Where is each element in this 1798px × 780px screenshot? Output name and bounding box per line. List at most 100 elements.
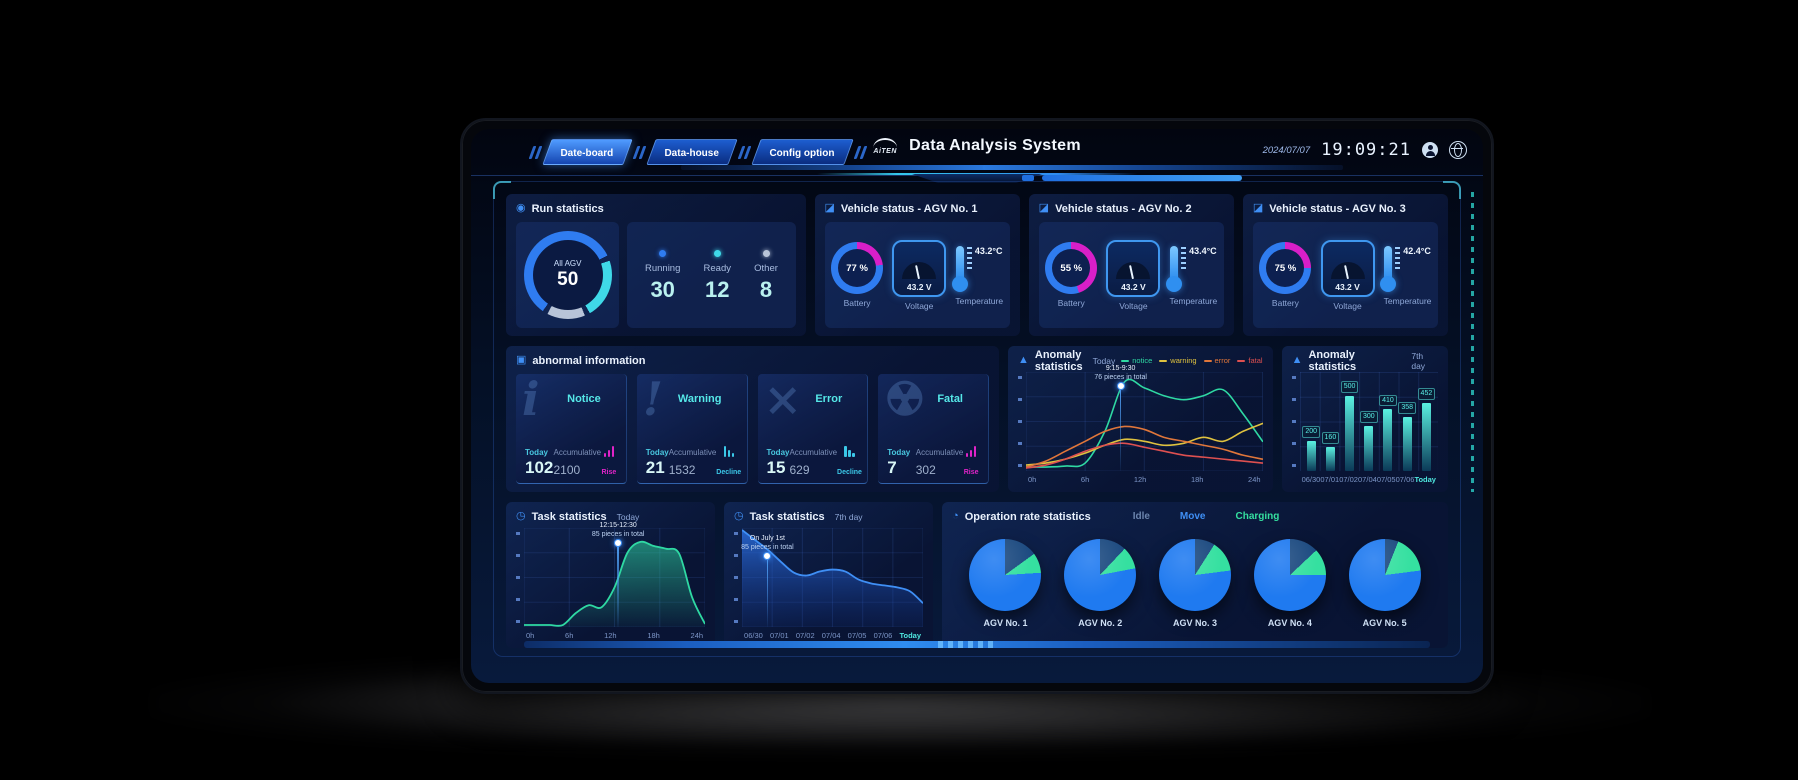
header-notch xyxy=(912,174,1042,183)
task-area-chart: On July 1st 85 pieces in total xyxy=(741,528,924,627)
trend-label: Rise xyxy=(601,469,617,476)
today-label: Today xyxy=(525,448,548,457)
bar xyxy=(1345,395,1355,471)
gauge-value: 50 xyxy=(557,269,579,290)
bar-value-label: 410 xyxy=(1379,394,1397,407)
pie-item: AGV No. 3 xyxy=(1159,538,1232,628)
pie-item: AGV No. 2 xyxy=(1064,538,1137,628)
date-text: 2024/07/07 xyxy=(1262,144,1311,156)
battery-gauge: 55 % Battery xyxy=(1045,242,1098,308)
x-axis-label: 07/02 xyxy=(795,631,815,640)
tab-data-house[interactable]: Data-house xyxy=(646,139,738,165)
pie-chart[interactable] xyxy=(1159,538,1232,611)
panel-task-statistics-7day: ◷ Task statistics 7th day On July 1st 85 … xyxy=(724,502,934,648)
page-title: Data Analysis System xyxy=(909,137,1081,154)
thermometer-icon xyxy=(1380,246,1397,292)
thermometer-icon xyxy=(1166,246,1183,292)
temperature-value: 43.2°C xyxy=(974,246,1003,256)
legend-item[interactable]: warning xyxy=(1159,356,1197,365)
battery-gauge: 77 % Battery xyxy=(831,242,884,308)
accumulative-value: 1532 xyxy=(668,463,696,477)
abnormal-info-icon: ▣ xyxy=(516,354,527,366)
panel-title: Task statistics xyxy=(749,510,825,523)
legend-item[interactable]: error xyxy=(1203,356,1230,365)
panel-run-statistics: ◉ Run statistics All AGV 50 xyxy=(506,194,806,336)
card-title: Warning xyxy=(677,393,722,405)
pie-chart[interactable] xyxy=(969,538,1042,611)
thermometer-icon xyxy=(951,246,968,292)
warning-ghost-icon: ! xyxy=(642,374,663,426)
row-abnormal-anomaly: ▣ abnormal information i Notice Today Ac… xyxy=(506,346,1448,492)
task-area-chart: 12:15-12:30 85 pieces in total xyxy=(524,522,706,627)
abnormal-card-warning: ! Warning Today Accumulative 21 1532 Dec… xyxy=(636,374,748,484)
y-axis-ticks xyxy=(1291,376,1296,469)
bar xyxy=(1383,409,1393,471)
tab-separator xyxy=(737,145,752,159)
panel-title: Vehicle status - AGV No. 3 xyxy=(1269,202,1406,215)
legend-move[interactable]: Move xyxy=(1179,511,1206,522)
bar-value-label: 200 xyxy=(1302,426,1321,438)
legend-item[interactable]: notice xyxy=(1121,356,1152,365)
agv-breakdown-card: Running 30 Ready 12 Other xyxy=(627,222,796,328)
voltage-value: 43.2 V xyxy=(1335,281,1360,292)
accumulative-value: 302 xyxy=(915,463,936,477)
pie-chart[interactable] xyxy=(1064,538,1137,611)
legend-item[interactable]: fatal xyxy=(1237,356,1263,365)
voltage-label: Voltage xyxy=(1333,300,1362,311)
other-dot xyxy=(762,250,770,258)
user-icon[interactable] xyxy=(1422,142,1438,158)
pie-chart[interactable] xyxy=(1348,538,1421,611)
trend-bars-icon xyxy=(603,446,615,457)
pie-item: AGV No. 4 xyxy=(1253,538,1326,628)
pie-label: AGV No. 1 xyxy=(983,617,1028,628)
legend-charging[interactable]: Charging xyxy=(1235,511,1280,522)
language-globe-icon[interactable] xyxy=(1449,141,1467,159)
x-axis-labels: 06/30 07/01 07/02 07/04 07/05 07/06 Today xyxy=(742,627,923,640)
panel-abnormal-information: ▣ abnormal information i Notice Today Ac… xyxy=(506,346,999,492)
dashboard-content: ◉ Run statistics All AGV 50 xyxy=(493,175,1474,657)
temperature-value: 42.4°C xyxy=(1403,246,1431,256)
y-axis-ticks xyxy=(516,532,520,625)
legend-idle[interactable]: Idle xyxy=(1132,511,1150,522)
bar xyxy=(1402,417,1412,471)
agv-pie-charts: AGV No. 1 AGV No. 2 AGV No. 3 AGV No. 4 AGV … xyxy=(952,524,1438,640)
x-axis-label: 07/05 xyxy=(1376,475,1396,484)
pie-item: AGV No. 1 xyxy=(969,538,1042,628)
today-value: 21 xyxy=(645,458,665,477)
voltage-gauge: 43.2 V Voltage xyxy=(1320,239,1375,311)
pie-item: AGV No. 5 xyxy=(1348,538,1421,628)
x-axis-label: 6h xyxy=(1080,475,1090,484)
panel-anomaly-statistics-today: ▲ Anomaly statistics Today notice warning… xyxy=(1008,346,1273,492)
running-dot xyxy=(659,250,667,258)
x-axis-labels: 0h 6h 12h 18h 24h xyxy=(1026,471,1263,484)
anomaly-icon: ▲ xyxy=(1291,354,1303,366)
task-clock-icon: ◷ xyxy=(734,510,744,522)
decor-bar xyxy=(1042,175,1242,181)
battery-ring: 77 % xyxy=(831,242,884,294)
battery-gauge: 75 % Battery xyxy=(1259,242,1312,308)
voltage-value: 43.2 V xyxy=(1121,281,1146,292)
bar xyxy=(1325,446,1335,471)
tab-date-board[interactable]: Date-board xyxy=(542,139,633,165)
tab-config-option[interactable]: Config option xyxy=(751,139,854,165)
trend-label: Rise xyxy=(963,469,979,476)
panel-operation-rate: ◔ Operation rate statistics Idle Move Char… xyxy=(942,502,1448,648)
clock-area: 2024/07/07 19:09:21 xyxy=(1263,140,1467,160)
bar-column: 500 xyxy=(1340,372,1359,471)
battery-label: Battery xyxy=(843,298,871,308)
card-title: Error xyxy=(815,393,843,405)
trend-bars-icon xyxy=(723,446,734,457)
pie-chart[interactable] xyxy=(1253,538,1326,611)
nav-tabs: Date-board Data-house Config option xyxy=(527,139,869,165)
card-title: Notice xyxy=(567,393,601,405)
dashboard-screen: Date-board Data-house Config option AiTE… xyxy=(471,129,1483,683)
bar-column: 200 xyxy=(1302,372,1321,471)
header-decor-right xyxy=(983,165,1343,170)
panel-vehicle-status-agv2: ◪ Vehicle status - AGV No. 2 55 % Batter… xyxy=(1028,194,1234,336)
temperature-label: Temperature xyxy=(955,296,1004,306)
accumulative-value: 629 xyxy=(789,463,810,477)
x-axis-label: 07/04 xyxy=(1358,475,1377,484)
run-item-label: Running xyxy=(644,263,681,275)
agv-total-donut: All AGV 50 xyxy=(523,231,612,319)
voltage-gauge: 43.2 V Voltage xyxy=(1106,239,1161,311)
